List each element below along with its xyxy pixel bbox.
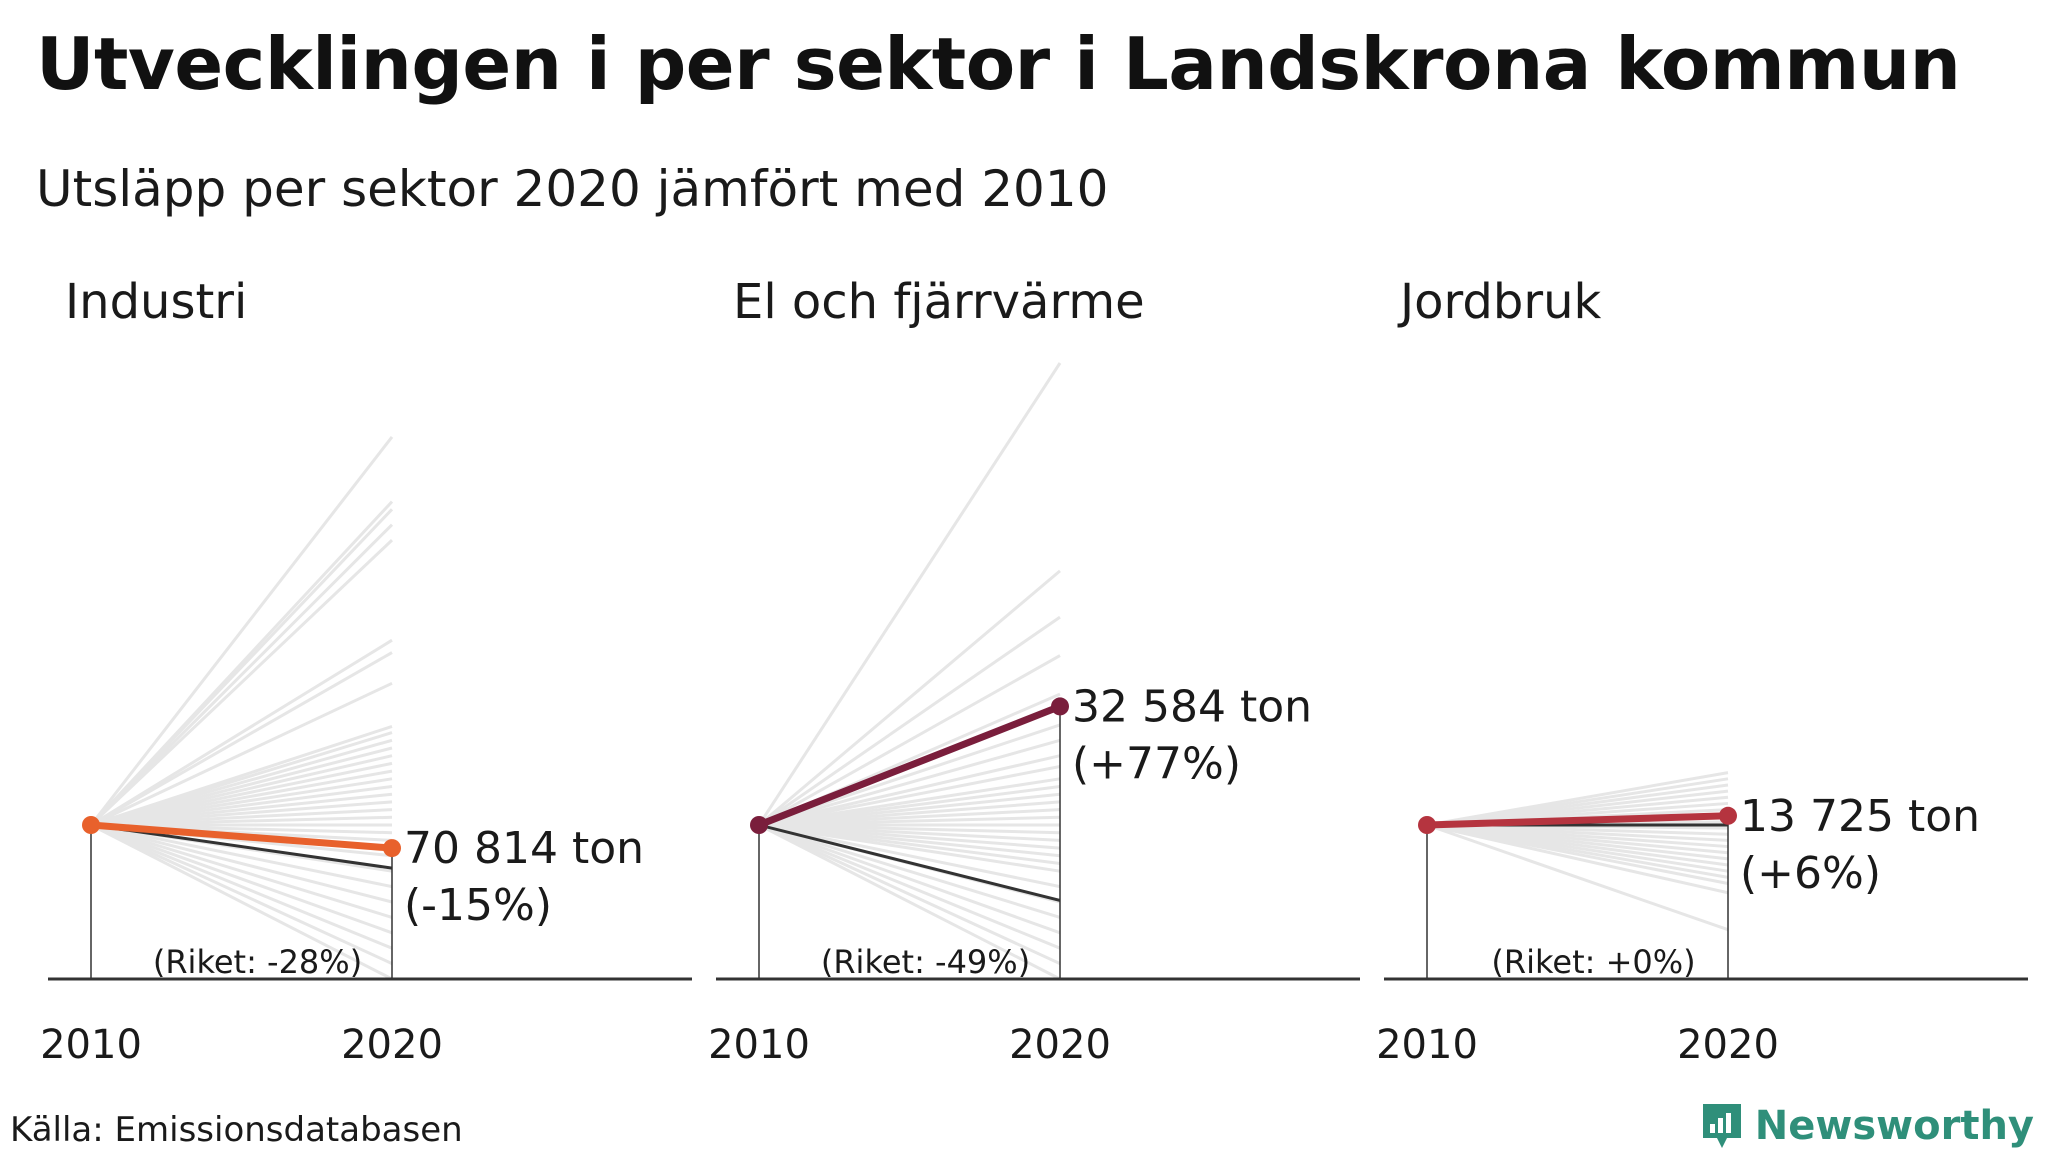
panel-industri: Industri 70 814 ton (-15%) (Riket: -28%) 20…	[40, 274, 692, 1068]
highlight-line	[1423, 812, 1732, 829]
other-municipality-line	[90, 638, 393, 827]
other-municipality-line	[758, 823, 1061, 935]
panel-el-och-fjarrvarme: El och fjärrvärme 32 584 ton (+77%) (Riket…	[708, 274, 1360, 1068]
highlight-line	[87, 821, 396, 852]
value-label: 13 725 ton	[1740, 791, 1980, 842]
brand-name: Newsworthy	[1754, 1103, 2034, 1149]
chart-subtitle: Utsläpp per sektor 2020 jämfört med 2010	[36, 160, 1109, 218]
other-municipality-line	[90, 823, 393, 919]
highlight-point-2020	[383, 839, 401, 858]
highlight-point-2020	[1719, 806, 1737, 825]
other-municipality-line	[758, 823, 1061, 950]
highlight-point-2020	[1051, 697, 1069, 716]
highlight-line	[755, 702, 1064, 829]
other-municipality-line	[758, 569, 1061, 827]
x-tick-label: 2010	[708, 1022, 810, 1068]
source-note: Källa: Emissionsdatabasen	[10, 1110, 463, 1150]
other-municipality-line	[90, 823, 393, 904]
panel-title: Jordbruk	[1397, 274, 1602, 330]
other-municipality-line	[757, 362, 1062, 826]
x-tick-label: 2020	[1009, 1022, 1111, 1068]
chart-title: Utvecklingen i per sektor i Landskrona k…	[36, 22, 1961, 106]
x-tick-label: 2010	[40, 1022, 142, 1068]
other-municipality-line	[758, 823, 1061, 981]
other-municipality-line	[758, 738, 1061, 827]
highlight-point-2010	[750, 816, 768, 834]
other-municipality-line	[758, 823, 1061, 889]
value-label: 32 584 ton	[1072, 681, 1312, 732]
national-change-label: (Riket: -49%)	[821, 943, 1030, 981]
other-municipality-line	[758, 654, 1061, 827]
highlight-point-2010	[82, 816, 100, 834]
other-municipality-line	[90, 823, 393, 981]
other-municipality-line	[90, 823, 393, 965]
other-municipality-line	[90, 823, 393, 889]
value-label: 70 814 ton	[404, 823, 644, 874]
national-change-label: (Riket: +0%)	[1491, 943, 1695, 981]
other-municipality-line	[758, 615, 1061, 827]
other-municipality-line	[89, 523, 394, 827]
highlight-point-2010	[1418, 816, 1436, 834]
panel-title: Industri	[65, 274, 247, 330]
change-label: (+77%)	[1072, 738, 1241, 789]
panel-jordbruk: Jordbruk 13 725 ton (+6%) (Riket: +0%) 2010…	[1376, 274, 2028, 1068]
change-label: (+6%)	[1740, 848, 1881, 899]
other-municipality-line	[90, 651, 393, 827]
other-municipality-line	[90, 823, 393, 935]
other-municipality-line	[758, 754, 1061, 827]
x-tick-label: 2010	[1376, 1022, 1478, 1068]
brand-logo[interactable]: Newsworthy	[1699, 1100, 2034, 1152]
national-change-label: (Riket: -28%)	[153, 943, 362, 981]
x-tick-label: 2020	[1677, 1022, 1779, 1068]
other-municipality-line	[1426, 823, 1729, 932]
x-tick-label: 2020	[341, 1022, 443, 1068]
newsworthy-logo-icon	[1702, 1104, 1741, 1148]
other-municipality-line	[89, 436, 394, 826]
other-municipality-line	[758, 823, 1061, 919]
other-municipality-line	[758, 765, 1061, 827]
other-municipality-line	[90, 823, 393, 950]
other-municipality-line	[758, 823, 1061, 965]
other-municipality-line	[89, 508, 394, 827]
panel-title: El och fjärrvärme	[733, 274, 1145, 330]
other-municipality-line	[1426, 823, 1729, 885]
national-line	[758, 823, 1061, 902]
other-municipality-line	[90, 681, 393, 827]
other-municipality-line	[758, 823, 1061, 873]
change-label: (-15%)	[404, 880, 552, 931]
other-municipality-line	[89, 539, 394, 827]
other-municipality-line	[1426, 823, 1729, 895]
